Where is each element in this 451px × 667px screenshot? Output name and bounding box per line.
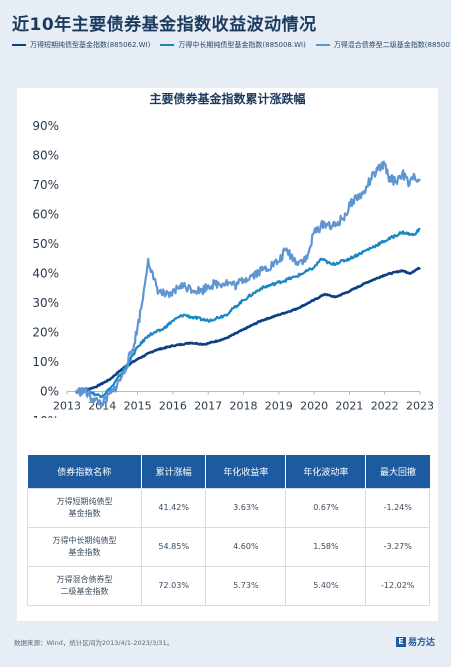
brand-logo: E 易方达 [396, 635, 435, 648]
x-tick-label: 2017 [194, 400, 222, 413]
legend-swatch-short-term [12, 44, 26, 46]
y-tick-label: 0% [40, 385, 59, 399]
data-source-note: 数据来源：Wind，统计区间为2013/4/1-2023/3/31。 [14, 639, 174, 647]
x-tick-label: 2013 [53, 400, 81, 413]
table-header-annual-volatility: 年化波动率 [285, 455, 367, 488]
series-line-1 [75, 266, 421, 393]
series-line-2 [74, 227, 421, 399]
table-cell-annual-volatility: 5.40% [285, 565, 367, 606]
x-tick-label: 2021 [335, 400, 363, 413]
table-cell-annual-return: 3.63% [205, 487, 287, 528]
y-tick-label: 20% [32, 326, 59, 340]
chart-panel: 主要债券基金指数累计涨跌幅 90% 80% 70% 60% 50% 40% 30% 20% 10… [17, 88, 438, 621]
legend: 万得短期纯债型基金指数(885062.WI) 万得中长期纯债型基金指数(8850… [12, 40, 451, 50]
y-tick-label: 70% [32, 178, 59, 192]
series-line-3 [75, 160, 421, 408]
table-row: 万得中长期纯债型 基金指数 54.85% 4.60% 1.58% -3.27% [27, 526, 430, 567]
x-tick-label: 2018 [230, 400, 258, 413]
legend-swatch-mid-long-term [160, 44, 175, 46]
table-cell-annual-return: 5.73% [205, 565, 287, 606]
legend-swatch-hybrid-bond [315, 44, 330, 46]
y-tick-label: 10% [32, 355, 59, 369]
table-header-name: 债券指数名称 [27, 455, 142, 488]
table-cell-cumulative: 54.85% [140, 526, 207, 567]
stats-table: 债券指数名称 累计涨幅 年化收益率 年化波动率 最大回撤 万得短期纯债型 基金指数… [27, 455, 430, 606]
x-tick-label: 2020 [300, 400, 328, 413]
name-line-2: 基金指数 [68, 547, 101, 557]
table-cell-name: 万得混合债券型 二级基金指数 [27, 565, 142, 606]
y-tick-label: 30% [32, 296, 59, 310]
table-cell-annual-volatility: 0.67% [285, 487, 367, 528]
legend-label-short-term: 万得短期纯债型基金指数(885062.WI) [30, 41, 151, 49]
table-cell-cumulative: 72.03% [140, 565, 207, 606]
y-tick-label: 90% [32, 119, 59, 133]
table-row: 万得混合债券型 二级基金指数 72.03% 5.73% 5.40% -12.02% [27, 565, 430, 606]
x-tick-label: 2015 [124, 400, 152, 413]
x-tick-label: 2022 [371, 400, 399, 413]
legend-item-mid-long-term: 万得中长期纯债型基金指数(885008.WI) [160, 40, 306, 50]
logo-mark-icon: E [396, 636, 406, 647]
y-tick-label: -10% [28, 414, 59, 418]
line-chart: 90% 80% 70% 60% 50% 40% 30% 20% 10% 0% -10%2013 201… [28, 119, 434, 418]
logo-text: 易方达 [408, 638, 436, 648]
table-cell-cumulative: 41.42% [140, 487, 207, 528]
table-header-annual-return: 年化收益率 [205, 455, 287, 488]
x-tick-label: 2019 [265, 400, 293, 413]
name-line-1: 万得短期纯债型 [56, 496, 113, 506]
page-title: 近10年主要债券基金指数收益波动情况 [12, 15, 317, 35]
table-cell-name: 万得中长期纯债型 基金指数 [27, 526, 142, 567]
legend-item-hybrid-bond: 万得混合债券型二级基金指数(885007.WI) [315, 40, 451, 50]
table-cell-max-drawdown: -12.02% [365, 565, 430, 606]
table-cell-name: 万得短期纯债型 基金指数 [27, 487, 142, 528]
table-header-row: 债券指数名称 累计涨幅 年化收益率 年化波动率 最大回撤 [27, 455, 430, 488]
y-tick-label: 60% [32, 208, 59, 222]
name-line-1: 万得混合债券型 [56, 574, 113, 584]
table-row: 万得短期纯债型 基金指数 41.42% 3.63% 0.67% -1.24% [27, 487, 430, 528]
x-tick-label: 2023 [406, 400, 434, 413]
table-cell-annual-volatility: 1.58% [285, 526, 367, 567]
y-tick-label: 50% [32, 237, 59, 251]
name-line-2: 二级基金指数 [60, 586, 109, 596]
x-tick-label: 2016 [159, 400, 187, 413]
table-header-cumulative: 累计涨幅 [141, 455, 207, 488]
y-tick-label: 40% [32, 267, 59, 281]
name-line-2: 基金指数 [68, 508, 101, 518]
name-line-1: 万得中长期纯债型 [52, 535, 117, 545]
y-tick-label: 80% [32, 149, 59, 163]
table-cell-annual-return: 4.60% [205, 526, 287, 567]
table-cell-max-drawdown: -1.24% [365, 487, 430, 528]
chart-title: 主要债券基金指数累计涨跌幅 [149, 92, 306, 106]
legend-label-mid-long-term: 万得中长期纯债型基金指数(885008.WI) [178, 41, 306, 49]
legend-label-hybrid-bond: 万得混合债券型二级基金指数(885007.WI) [333, 41, 451, 49]
table-header-max-drawdown: 最大回撤 [365, 455, 430, 488]
table-cell-max-drawdown: -3.27% [365, 526, 430, 567]
legend-item-short-term: 万得短期纯债型基金指数(885062.WI) [12, 40, 150, 50]
